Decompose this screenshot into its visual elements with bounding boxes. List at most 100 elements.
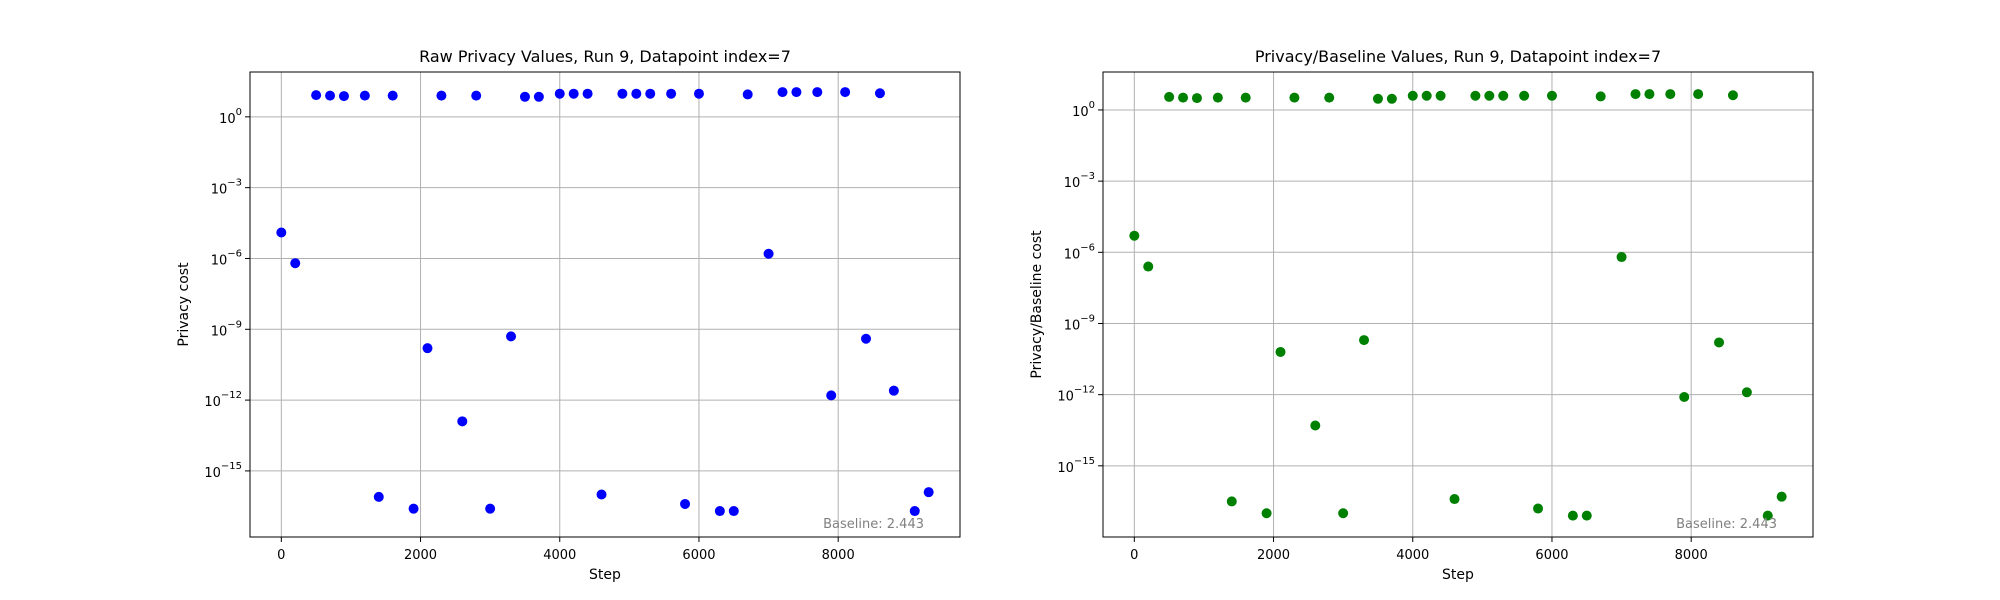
- data-point: [1665, 89, 1676, 100]
- data-point: [596, 489, 607, 500]
- data-point: [1129, 230, 1140, 241]
- data-point: [645, 88, 656, 99]
- data-point: [582, 88, 593, 99]
- data-point: [763, 248, 774, 259]
- data-point: [742, 89, 753, 100]
- data-point: [1679, 392, 1690, 403]
- data-point: [359, 90, 370, 101]
- x-tick-label: 6000: [1535, 548, 1568, 563]
- x-tick-label: 8000: [822, 548, 855, 563]
- baseline-annotation: Baseline: 2.443: [1676, 517, 1777, 532]
- data-point: [1741, 387, 1752, 398]
- data-point: [1449, 494, 1460, 505]
- data-point: [861, 333, 872, 344]
- data-point: [1776, 491, 1787, 502]
- data-point: [1407, 90, 1418, 101]
- data-point: [728, 506, 739, 517]
- data-point: [1616, 252, 1627, 263]
- y-tick-label: 100: [219, 107, 242, 127]
- data-point: [1546, 90, 1557, 101]
- data-point: [554, 88, 565, 99]
- data-point: [568, 88, 579, 99]
- data-point: [1226, 496, 1237, 507]
- x-tick-label: 0: [1130, 548, 1138, 563]
- baseline-annotation: Baseline: 2.443: [823, 517, 924, 532]
- data-point: [1212, 92, 1223, 103]
- data-point: [666, 88, 677, 99]
- x-tick-label: 4000: [1396, 548, 1429, 563]
- data-point: [1338, 508, 1349, 519]
- data-point: [276, 227, 287, 238]
- data-point: [1421, 90, 1432, 101]
- data-point: [840, 87, 851, 98]
- data-point: [1324, 92, 1335, 103]
- x-tick-label: 6000: [682, 548, 715, 563]
- plot-frame: [249, 71, 961, 538]
- data-point: [909, 506, 920, 517]
- data-point: [1581, 510, 1592, 521]
- data-point: [826, 390, 837, 401]
- data-point: [1178, 92, 1189, 103]
- chart-title: Privacy/Baseline Values, Run 9, Datapoin…: [1255, 47, 1661, 66]
- data-point: [714, 506, 725, 517]
- data-point: [693, 88, 704, 99]
- data-point: [777, 87, 788, 98]
- data-point: [436, 90, 447, 101]
- data-point: [1630, 89, 1641, 100]
- y-tick-label: 10−15: [1057, 456, 1095, 476]
- data-point: [1533, 503, 1544, 514]
- data-point: [812, 87, 823, 98]
- data-point: [1714, 337, 1725, 348]
- data-point: [1261, 508, 1272, 519]
- data-point: [1519, 90, 1530, 101]
- y-tick-label: 100: [1072, 100, 1095, 120]
- data-point: [373, 491, 384, 502]
- data-point: [485, 503, 496, 514]
- data-point: [1567, 510, 1578, 521]
- data-point: [874, 88, 885, 99]
- data-point: [923, 487, 934, 498]
- data-point: [1386, 93, 1397, 104]
- data-point: [631, 88, 642, 99]
- data-point: [1275, 346, 1286, 357]
- y-tick-label: 10−6: [1064, 242, 1095, 262]
- data-point: [408, 503, 419, 514]
- data-point: [387, 90, 398, 101]
- data-point: [1143, 261, 1154, 272]
- data-point: [325, 90, 336, 101]
- data-point: [1762, 510, 1773, 521]
- y-axis-label: Privacy/Baseline cost: [1029, 230, 1045, 379]
- data-point: [1359, 335, 1370, 346]
- data-point: [1191, 93, 1202, 104]
- y-tick-label: 10−12: [204, 390, 242, 410]
- data-point: [1644, 89, 1655, 100]
- data-point: [533, 91, 544, 102]
- data-point: [311, 90, 322, 101]
- data-point: [680, 498, 691, 509]
- data-point: [422, 343, 433, 354]
- data-point: [1310, 420, 1321, 431]
- data-point: [1484, 90, 1495, 101]
- x-tick-label: 2000: [404, 548, 437, 563]
- data-point: [1435, 90, 1446, 101]
- data-point: [1289, 92, 1300, 103]
- data-point: [1693, 89, 1704, 100]
- x-tick-label: 4000: [543, 548, 576, 563]
- left-chart-panel: 0 2000 4000 6000 8000 100 10−3 10−6 10−9 10−12 10−…: [176, 47, 961, 583]
- x-axis-label: Step: [1442, 567, 1474, 583]
- y-tick-label: 10−3: [211, 178, 242, 198]
- chart-title: Raw Privacy Values, Run 9, Datapoint ind…: [419, 47, 791, 66]
- x-tick-label: 0: [277, 548, 285, 563]
- y-tick-label: 10−15: [204, 461, 242, 481]
- y-tick-label: 10−9: [1064, 313, 1095, 333]
- data-point: [617, 88, 628, 99]
- data-point: [1164, 91, 1175, 102]
- data-point: [519, 91, 530, 102]
- data-point: [1372, 93, 1383, 104]
- data-point: [1595, 91, 1606, 102]
- plot-frame: [1102, 71, 1814, 538]
- data-point: [1240, 92, 1251, 103]
- data-point: [1470, 90, 1481, 101]
